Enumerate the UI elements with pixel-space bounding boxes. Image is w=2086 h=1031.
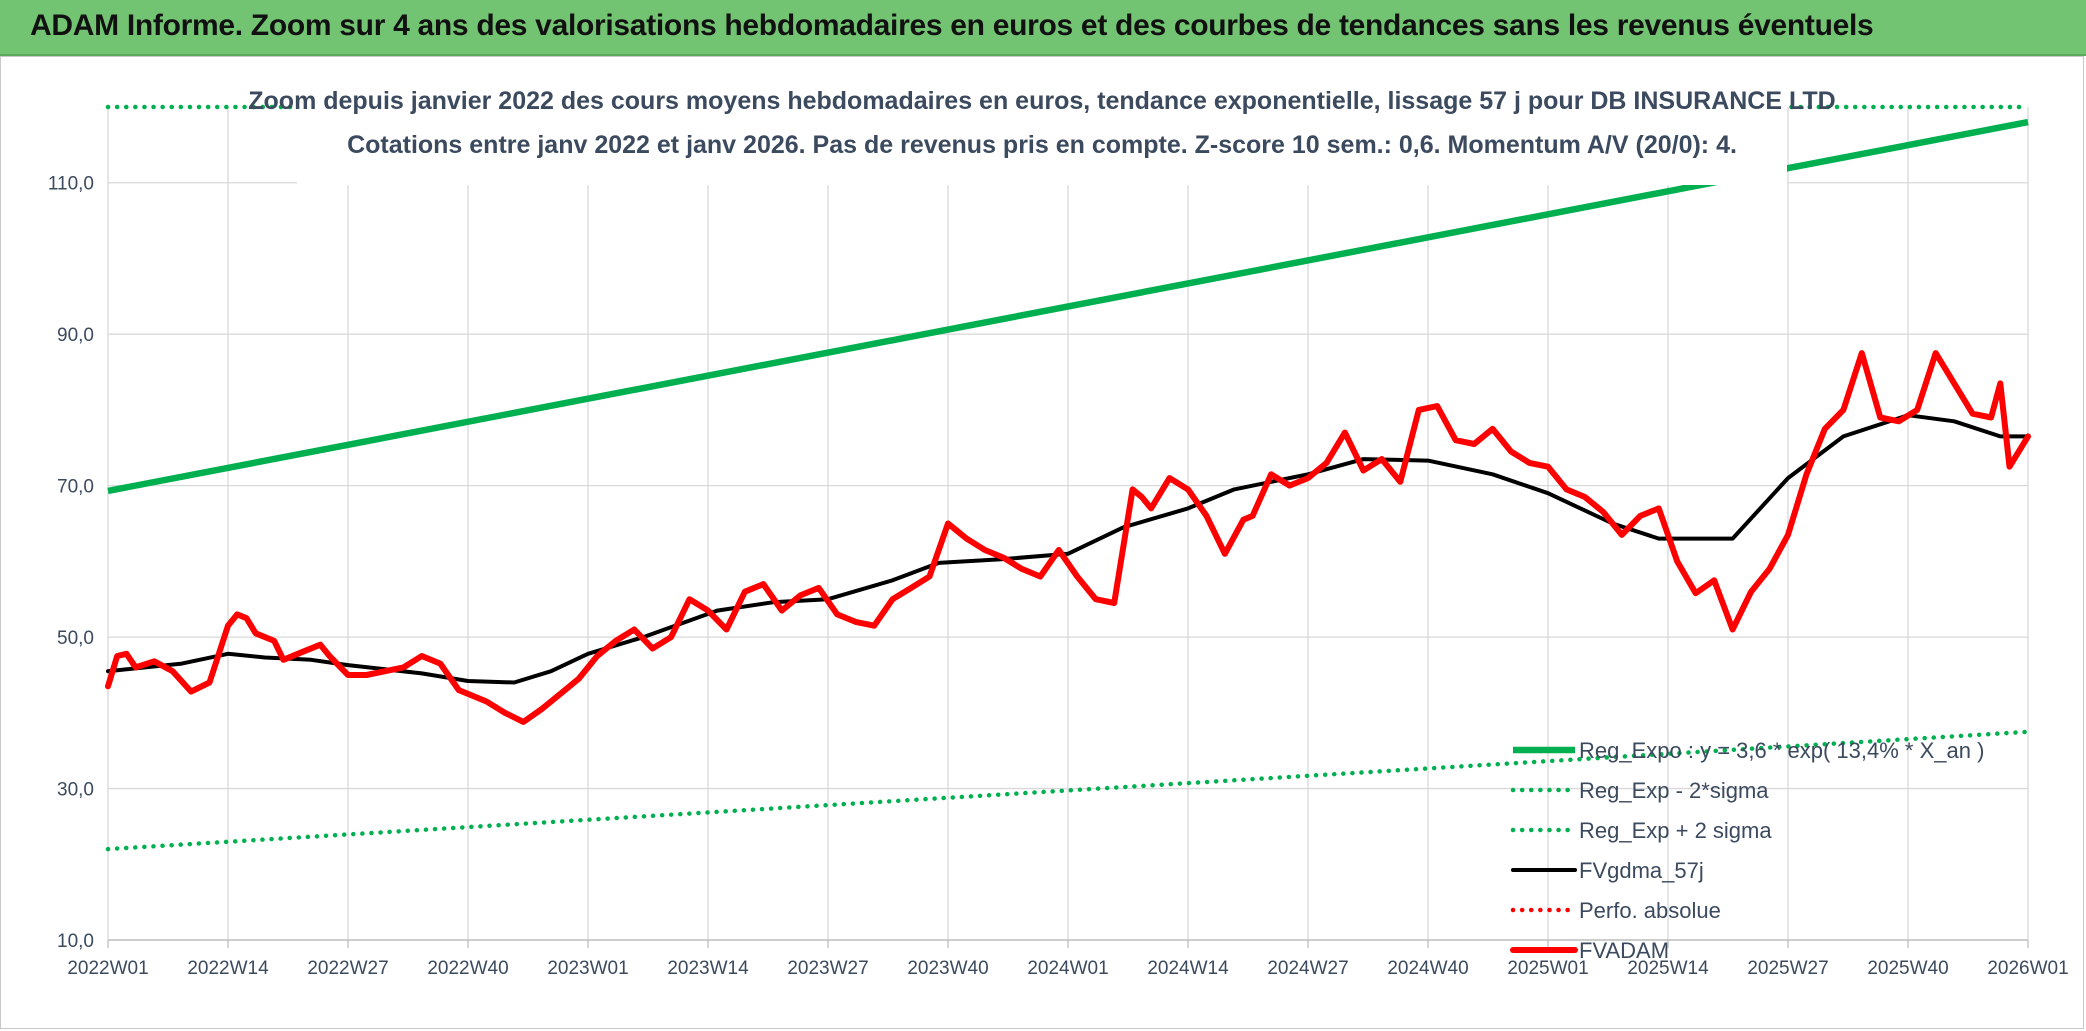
- series-line-5: [105, 350, 2031, 725]
- legend-label-3: FVgdma_57j: [1579, 858, 1704, 883]
- y-tick-label: 10,0: [57, 931, 94, 952]
- legend-label-1: Reg_Exp - 2*sigma: [1579, 778, 1769, 803]
- series-line-1: [105, 729, 2031, 852]
- x-tick-label: 2024W27: [1267, 958, 1348, 979]
- report-title: ADAM Informe. Zoom sur 4 ans des valoris…: [30, 9, 1874, 42]
- x-tick-label: 2023W14: [667, 958, 749, 979]
- chart-subtitle: Cotations entre janv 2022 et janv 2026. …: [347, 131, 1737, 159]
- x-tick-label: 2025W27: [1747, 958, 1828, 979]
- y-tick-label: 110,0: [48, 174, 94, 195]
- y-tick-label: 50,0: [57, 628, 94, 649]
- legend-label-2: Reg_Exp + 2 sigma: [1579, 818, 1772, 843]
- x-tick-label: 2022W01: [67, 958, 148, 979]
- x-tick-label: 2025W01: [1507, 958, 1588, 979]
- x-tick-label: 2024W01: [1027, 958, 1108, 979]
- series-line-3: [106, 413, 2030, 685]
- x-tick-label: 2024W40: [1387, 958, 1468, 979]
- legend-label-0: Reg_Expo : y = 3,6 * exp( 13,4% * X_an ): [1579, 738, 1984, 763]
- y-tick-label: 90,0: [57, 325, 94, 346]
- x-tick-label: 2023W40: [907, 958, 988, 979]
- report-banner: ADAM Informe. Zoom sur 4 ans des valoris…: [0, 0, 2086, 56]
- x-tick-label: 2022W40: [427, 958, 508, 979]
- trend-chart: Zoom depuis janvier 2022 des cours moyen…: [48, 75, 2069, 979]
- x-tick-label: 2023W27: [787, 958, 868, 979]
- x-tick-label: 2026W01: [1987, 958, 2068, 979]
- x-tick-label: 2025W14: [1627, 958, 1709, 979]
- legend-label-5: FVADAM: [1579, 938, 1669, 963]
- x-tick-label: 2023W01: [547, 958, 628, 979]
- legend-label-4: Perfo. absolue: [1579, 898, 1721, 923]
- x-tick-label: 2024W14: [1147, 958, 1229, 979]
- chart-frame: Zoom depuis janvier 2022 des cours moyen…: [0, 56, 2084, 1029]
- x-tick-label: 2022W14: [187, 958, 269, 979]
- y-tick-label: 30,0: [57, 780, 94, 801]
- chart-title: Zoom depuis janvier 2022 des cours moyen…: [248, 87, 1835, 115]
- x-tick-label: 2022W27: [307, 958, 388, 979]
- y-tick-label: 70,0: [57, 477, 94, 498]
- x-tick-label: 2025W40: [1867, 958, 1948, 979]
